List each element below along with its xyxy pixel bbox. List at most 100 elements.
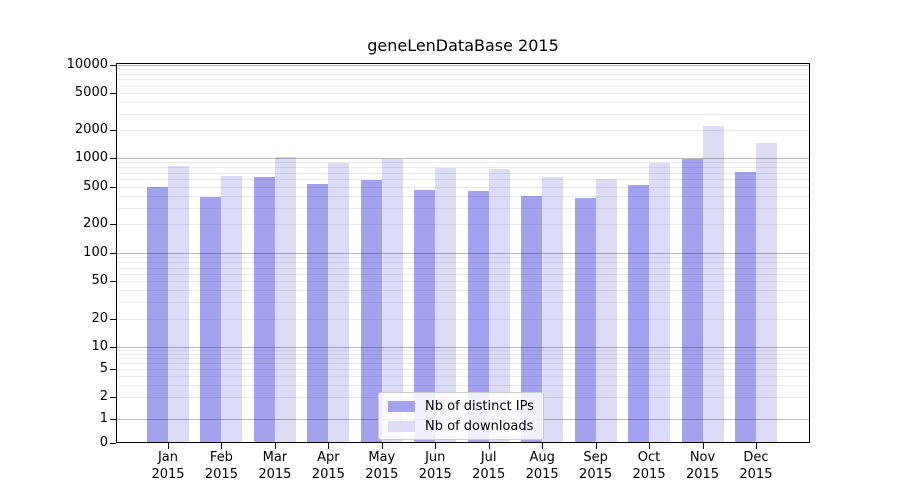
gridline-major bbox=[116, 253, 810, 254]
y-tick-mark bbox=[110, 186, 116, 188]
x-tick-label: Apr 2015 bbox=[311, 450, 345, 482]
gridline-minor bbox=[116, 257, 810, 259]
y-tick-label: 10000 bbox=[66, 57, 108, 72]
y-tick-label: 5 bbox=[99, 360, 108, 376]
gridline-minor bbox=[116, 162, 810, 164]
bar-ips-jan bbox=[147, 187, 168, 443]
y-tick-mark bbox=[110, 130, 116, 131]
gridline-minor bbox=[116, 375, 810, 377]
bar-downloads-jul bbox=[488, 168, 510, 443]
bar-downloads-feb bbox=[221, 175, 243, 443]
y-tick-mark bbox=[110, 281, 116, 283]
y-tick-label: 20 bbox=[91, 310, 108, 326]
x-tick-mark bbox=[595, 443, 597, 449]
x-tick-label: Jun 2015 bbox=[418, 450, 452, 482]
y-tick-mark bbox=[110, 318, 116, 320]
legend-label-downloads: Nb of downloads bbox=[425, 418, 534, 434]
gridline-minor bbox=[116, 368, 810, 370]
bar-ips-feb bbox=[200, 196, 222, 443]
y-tick-label: 50 bbox=[91, 273, 108, 289]
x-tick-mark bbox=[542, 443, 544, 449]
gridline-minor bbox=[116, 358, 810, 360]
y-tick-mark bbox=[110, 65, 116, 66]
gridline-minor bbox=[116, 167, 810, 169]
x-tick-label: May 2015 bbox=[365, 450, 399, 482]
bar-ips-nov bbox=[681, 159, 703, 443]
y-tick-mark bbox=[110, 158, 116, 159]
y-tick-label: 200 bbox=[83, 216, 108, 232]
chart-title: geneLenDataBase 2015 bbox=[367, 36, 559, 55]
bar-ips-jul bbox=[467, 191, 489, 443]
x-tick-mark bbox=[488, 443, 490, 449]
bar-downloads-apr bbox=[328, 162, 350, 443]
bar-ips-sep bbox=[574, 197, 596, 443]
x-tick-mark bbox=[328, 443, 330, 449]
y-tick-mark bbox=[110, 253, 116, 254]
bar-ips-oct bbox=[628, 184, 650, 443]
x-tick-label: Dec 2015 bbox=[739, 450, 773, 482]
legend: Nb of distinct IPs Nb of downloads bbox=[378, 392, 544, 440]
y-tick-label: 2000 bbox=[74, 122, 108, 137]
x-tick-label: Jul 2015 bbox=[472, 450, 506, 482]
bar-ips-apr bbox=[307, 183, 329, 443]
y-tick-label: 5000 bbox=[74, 84, 108, 100]
gridline-minor bbox=[116, 195, 810, 197]
x-tick-mark bbox=[649, 443, 651, 449]
gridline-minor bbox=[116, 290, 810, 292]
y-tick-label: 500 bbox=[83, 178, 108, 194]
gridline-minor bbox=[116, 350, 810, 352]
gridline-minor bbox=[116, 113, 810, 115]
x-tick-mark bbox=[755, 443, 757, 449]
bar-ips-mar bbox=[253, 177, 275, 443]
axes-spines bbox=[116, 63, 810, 443]
bar-downloads-aug bbox=[542, 177, 564, 443]
gridline-minor bbox=[116, 207, 810, 209]
y-tick-label: 2 bbox=[99, 389, 108, 405]
gridline-major bbox=[116, 347, 810, 348]
y-tick-mark bbox=[110, 347, 116, 348]
bar-downloads-nov bbox=[702, 126, 724, 443]
gridline-minor bbox=[116, 79, 810, 81]
bar-downloads-oct bbox=[649, 162, 671, 443]
gridline-minor bbox=[116, 281, 810, 283]
bar-downloads-may bbox=[381, 158, 403, 443]
bar-ips-jun bbox=[414, 189, 436, 443]
x-tick-label: Jan 2015 bbox=[151, 450, 185, 482]
x-tick-mark bbox=[274, 443, 276, 449]
x-tick-label: Mar 2015 bbox=[258, 450, 292, 482]
x-tick-label: Feb 2015 bbox=[204, 450, 238, 482]
y-tick-label: 0 bbox=[99, 435, 108, 450]
gridline-minor bbox=[116, 224, 810, 226]
gridline-minor bbox=[116, 179, 810, 181]
legend-item-distinct-ips: Nb of distinct IPs bbox=[388, 398, 534, 414]
gridline-minor bbox=[116, 172, 810, 174]
x-tick-label: Sep 2015 bbox=[579, 450, 613, 482]
gridline-minor bbox=[116, 85, 810, 87]
y-tick-mark bbox=[110, 443, 116, 444]
bar-ips-aug bbox=[521, 195, 543, 443]
y-tick-mark bbox=[110, 419, 116, 420]
y-tick-mark bbox=[110, 368, 116, 370]
legend-label-ips: Nb of distinct IPs bbox=[425, 398, 534, 414]
bar-downloads-dec bbox=[755, 142, 777, 443]
gridline-minor bbox=[116, 353, 810, 355]
x-tick-mark bbox=[381, 443, 383, 449]
gridline-minor bbox=[116, 384, 810, 386]
y-tick-label: 10 bbox=[91, 339, 108, 354]
gridline-minor bbox=[116, 262, 810, 264]
gridline-minor bbox=[116, 92, 810, 94]
y-tick-mark bbox=[110, 92, 116, 94]
legend-swatch-downloads bbox=[388, 420, 415, 432]
gridline-minor bbox=[116, 74, 810, 75]
bar-downloads-mar bbox=[274, 157, 296, 443]
gridline-minor bbox=[116, 302, 810, 304]
bar-downloads-jan bbox=[168, 166, 189, 443]
gridline-minor bbox=[116, 130, 810, 131]
x-tick-label: Nov 2015 bbox=[685, 450, 720, 482]
bar-ips-dec bbox=[734, 172, 756, 443]
legend-item-downloads: Nb of downloads bbox=[388, 418, 534, 434]
gridline-minor bbox=[116, 102, 810, 103]
gridline-minor bbox=[116, 273, 810, 275]
gridline-minor bbox=[116, 318, 810, 320]
